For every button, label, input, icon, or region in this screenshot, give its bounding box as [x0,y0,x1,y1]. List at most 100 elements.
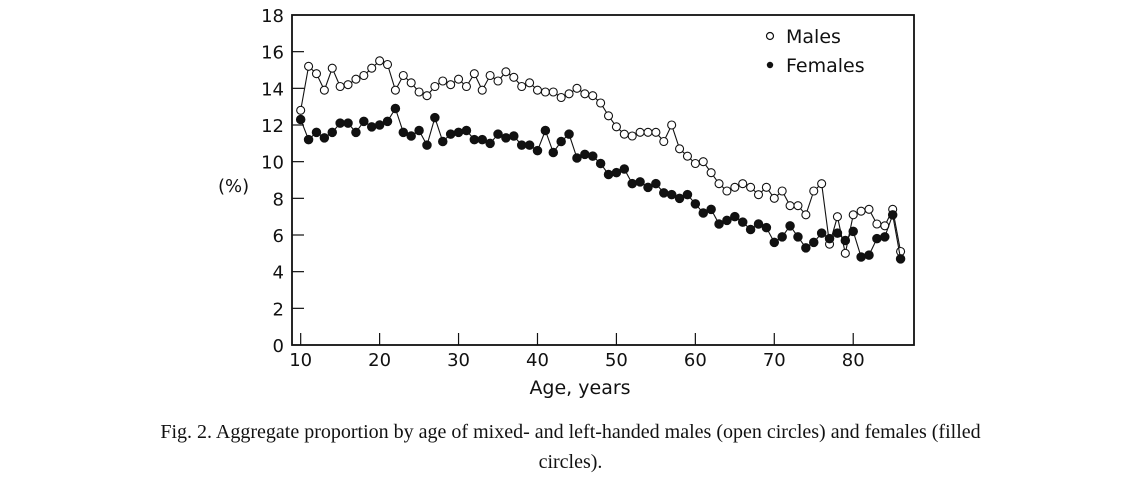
males-point [611,122,621,132]
females-point [485,138,495,149]
females-point [722,215,732,226]
females-point [335,118,345,128]
caption-line-2: circles). [538,451,603,473]
males-line [300,60,902,254]
males-point [580,89,590,99]
females-point [295,114,306,125]
females-point [438,136,448,147]
females-point [840,235,851,246]
series-males [296,56,906,258]
females-point [398,127,409,138]
females-point [777,232,787,242]
females-point [651,178,661,189]
females-point [351,127,361,138]
males-point [438,76,448,86]
series-females [295,103,906,264]
females-point [872,233,882,244]
females-point [359,116,369,127]
y-tick-label: 10 [261,153,284,174]
females-point [390,103,401,114]
x-tick-label: 10 [289,350,312,371]
males-point [682,151,693,161]
males-point [556,92,566,103]
males-point [517,81,527,92]
males-point [343,80,353,90]
plot-frame [291,14,915,346]
females-point [627,178,637,189]
caption-line-1: Fig. 2. Aggregate proportion by age of m… [160,421,981,443]
females-point [327,127,338,138]
females-point [548,147,559,158]
females-point [516,140,527,150]
males-point [643,127,653,137]
males-point [469,69,479,79]
males-point [635,127,645,137]
males-point [856,206,866,216]
males-point [367,63,377,73]
y-tick-label: 18 [261,6,284,27]
males-point [714,179,724,189]
females-point [714,219,724,229]
males-point [485,70,495,81]
x-tick-label: 40 [526,350,549,371]
males-point [327,63,337,73]
females-point [564,129,574,139]
y-tick-label: 12 [261,116,284,137]
females-point [524,140,535,150]
y-tick-label: 16 [261,43,284,64]
females-point [477,134,487,145]
males-point [706,168,716,178]
females-point [659,188,669,198]
males-point [311,69,322,79]
males-point [461,81,471,92]
males-point [414,87,424,97]
males-point [872,219,882,229]
x-tick-label: 30 [447,350,470,371]
males-point [564,89,574,99]
females-point [509,131,519,141]
males-point [390,85,400,95]
females-point [848,226,858,237]
males-point [375,56,385,66]
females-point [414,125,424,136]
females-point [635,177,645,187]
females-point [453,127,464,138]
x-tick-label: 50 [605,350,628,371]
females-point [674,193,685,204]
males-point [832,212,842,222]
y-tick-label: 6 [273,226,284,247]
males-point [596,98,606,108]
females-point [422,140,432,150]
females-point [706,204,716,215]
legend-males-label: Males [786,26,841,48]
legend: Males Females [765,26,865,77]
legend-males-marker [765,31,775,41]
females-point [374,120,385,130]
females-point [580,149,590,160]
females-point [619,164,630,174]
females-point [587,151,598,161]
females-point [469,134,480,145]
females-point [753,219,764,229]
y-tick-label: 8 [273,189,284,210]
legend-females-label: Females [786,55,865,77]
males-point [698,157,708,167]
females-point [856,252,866,262]
males-point [730,182,740,192]
males-point [319,85,329,95]
females-point [540,125,551,136]
females-point [745,224,756,235]
females-point [880,232,890,242]
males-point [603,111,614,121]
males-point [746,182,756,192]
females-point [319,133,330,143]
figure-caption: Fig. 2. Aggregate proportion by age of m… [0,417,1141,477]
males-point [454,74,464,84]
males-point [801,210,811,220]
females-point [666,189,677,200]
females-point [366,122,377,132]
females-point [311,127,322,138]
males-point [753,190,764,200]
males-point [785,201,795,211]
males-point [304,61,314,71]
